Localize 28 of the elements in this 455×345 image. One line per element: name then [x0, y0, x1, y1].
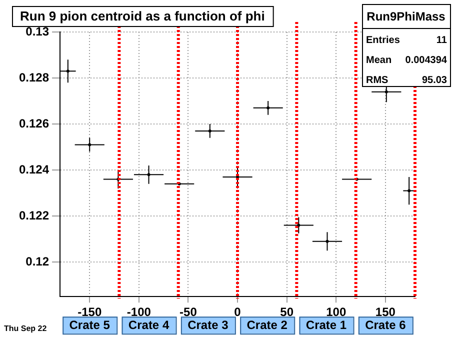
- x-tick-label: -100: [126, 305, 152, 320]
- text: 95.03: [422, 74, 448, 86]
- x-tick-label: -150: [78, 305, 102, 320]
- y-tick-label: 0.13: [26, 24, 50, 38]
- x-tick-label: 50: [280, 305, 294, 320]
- y-tick-label: 0.124: [19, 162, 50, 176]
- x-tick-label: -50: [180, 305, 198, 320]
- y-tick-label: 0.128: [19, 70, 50, 84]
- chart-title: Run 9 pion centroid as a function of phi: [20, 8, 265, 24]
- annotation: RMS: [366, 74, 389, 86]
- text: Thu Sep 22: [4, 324, 48, 333]
- y-tick-label: 0.12: [26, 254, 50, 268]
- x-tick-label: 100: [326, 305, 346, 320]
- text: Crate 3: [188, 318, 229, 332]
- x-tick-label: 0: [234, 305, 242, 320]
- x-tick-label: 150: [375, 305, 396, 320]
- text: Crate 5: [69, 318, 110, 332]
- text: Run9PhiMass: [366, 9, 446, 24]
- annotation: 0.004394: [405, 54, 448, 66]
- text: 11: [436, 34, 448, 46]
- y-tick-label: 0.126: [19, 116, 50, 130]
- annotation: Mean: [366, 54, 392, 66]
- text: Crate 2: [246, 318, 288, 332]
- text: Crate 4: [128, 318, 170, 332]
- text: Crate 1: [306, 318, 347, 332]
- annotation: Entries: [366, 34, 400, 46]
- text: Crate 6: [365, 318, 406, 332]
- y-tick-label: 0.122: [19, 208, 50, 222]
